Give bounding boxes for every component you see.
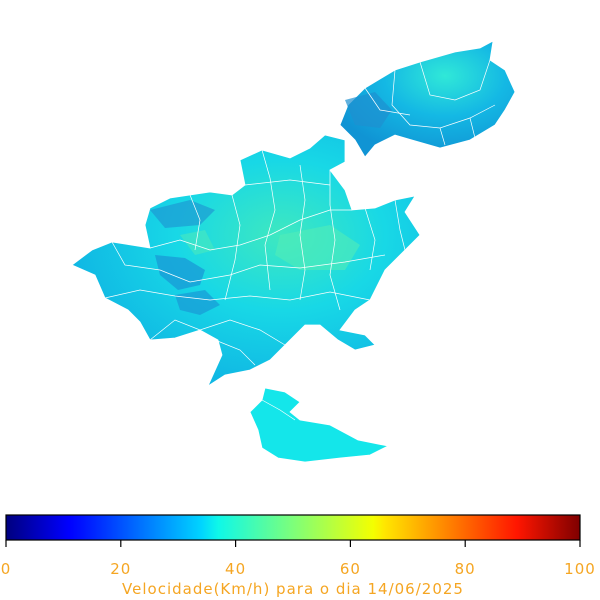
tick-label: 80 [455, 560, 476, 578]
tick-label: 60 [340, 560, 361, 578]
municipal-borders [104, 59, 496, 421]
map [71, 40, 516, 463]
light-patch [275, 225, 360, 270]
dark-patch [175, 290, 220, 315]
tick-label: 0 [1, 560, 12, 578]
tick-label: 40 [225, 560, 246, 578]
region-northeast [339, 40, 516, 158]
region-main [71, 134, 421, 388]
dark-patch [345, 92, 392, 128]
colorbar-gradient [5, 514, 581, 541]
colorbar-label: Velocidade(Km/h) para o dia 14/06/2025 [122, 580, 464, 598]
tick-label: 100 [564, 560, 596, 578]
region-south [249, 387, 390, 463]
tick-label: 20 [110, 560, 131, 578]
colorbar: Velocidade(Km/h) para o dia 14/06/2025 0… [1, 514, 596, 598]
dark-patch [150, 200, 215, 228]
